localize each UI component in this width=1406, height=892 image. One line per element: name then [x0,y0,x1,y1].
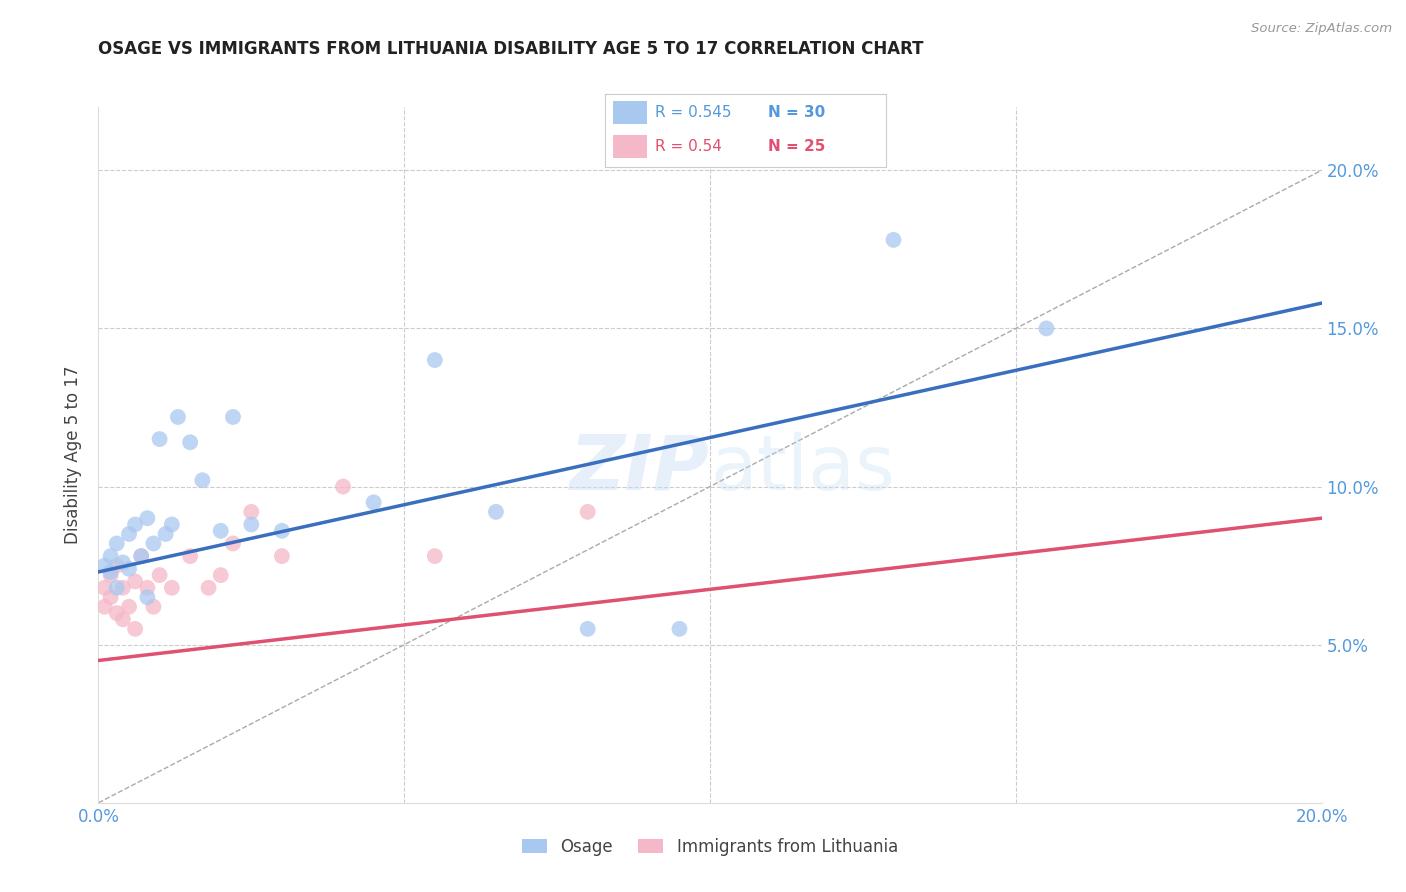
Point [105,558,128,573]
Point [160,517,183,532]
Point [240,517,263,532]
Point [423,549,446,563]
Text: R = 0.545: R = 0.545 [655,105,731,120]
Point [149,432,172,446]
Text: Source: ZipAtlas.com: Source: ZipAtlas.com [1251,22,1392,36]
Point [423,353,446,368]
Point [100,549,122,563]
Point [485,505,508,519]
Point [576,505,599,519]
Bar [613,101,647,124]
Point [136,581,159,595]
Point [111,581,134,595]
Point [111,612,134,626]
Point [136,591,159,605]
Point [100,565,122,579]
Point [167,409,190,424]
Point [668,622,690,636]
Text: ZIP: ZIP [571,432,710,506]
Text: atlas: atlas [710,432,894,506]
Point [111,556,134,570]
Text: R = 0.54: R = 0.54 [655,139,723,153]
Point [1035,321,1057,335]
Point [270,549,292,563]
Point [155,527,177,541]
Point [129,549,152,563]
Point [93,581,115,595]
Point [209,524,232,538]
Point [124,574,146,589]
Point [124,622,146,636]
Point [179,549,201,563]
Point [105,536,128,550]
Point [883,233,905,247]
Point [93,558,115,573]
Point [136,511,159,525]
Point [191,473,214,487]
Point [222,536,245,550]
Point [209,568,232,582]
Text: N = 25: N = 25 [768,139,825,153]
Point [124,517,146,532]
Point [179,435,201,450]
Point [100,591,122,605]
Point [332,479,354,493]
Text: OSAGE VS IMMIGRANTS FROM LITHUANIA DISABILITY AGE 5 TO 17 CORRELATION CHART: OSAGE VS IMMIGRANTS FROM LITHUANIA DISAB… [98,40,924,58]
Point [576,622,599,636]
Point [100,568,122,582]
Point [142,536,165,550]
Text: N = 30: N = 30 [768,105,825,120]
Point [240,505,263,519]
Point [105,606,128,620]
Point [105,581,128,595]
Point [118,527,141,541]
Bar [613,135,647,158]
Point [149,568,172,582]
Point [129,549,152,563]
Point [197,581,219,595]
Point [142,599,165,614]
Point [270,524,292,538]
Y-axis label: Disability Age 5 to 17: Disability Age 5 to 17 [65,366,83,544]
Point [93,599,115,614]
Point [118,562,141,576]
Point [363,495,385,509]
Point [222,409,245,424]
Point [160,581,183,595]
Point [118,599,141,614]
Legend: Osage, Immigrants from Lithuania: Osage, Immigrants from Lithuania [515,830,905,864]
